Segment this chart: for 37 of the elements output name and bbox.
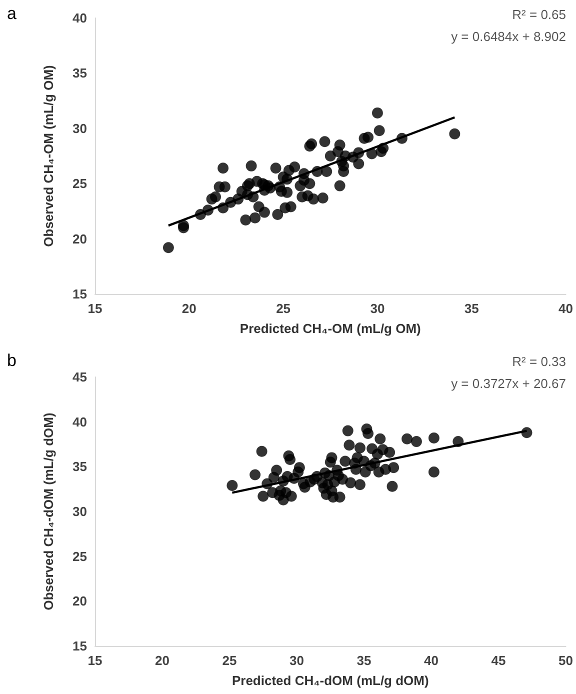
x-tick-label: 50 [558, 653, 574, 668]
y-tick-label: 30 [72, 504, 87, 519]
x-tick-label: 35 [464, 301, 479, 316]
y-tick-label: 15 [72, 286, 87, 302]
text: R² = 0.33 [512, 354, 566, 369]
y-tick-label: 25 [72, 176, 87, 192]
x-tick-label: 20 [182, 301, 196, 316]
x-tick-label: 15 [88, 301, 102, 316]
y-tick-label: 40 [72, 414, 87, 430]
x-tick-label: 30 [290, 653, 304, 668]
x-axis-title: Predicted CH₄-dOM (mL/g dOM) [232, 673, 429, 688]
x-tick-label: 40 [558, 301, 574, 316]
y-tick-label: 20 [72, 594, 87, 609]
annotation: y = 0.3727x + 20.67 [451, 376, 566, 391]
y-tick-label: 35 [72, 66, 87, 81]
x-tick-label: 45 [491, 653, 506, 668]
x-tick-label: 15 [88, 653, 102, 668]
y-axis-title: Observed CH₄-dOM (mL/g dOM) [41, 412, 56, 610]
annotation: y = 0.6484x + 8.902 [451, 29, 566, 44]
y-tick-label: 15 [72, 638, 87, 654]
y-axis-title: Observed CH₄-OM (mL/g OM) [41, 65, 56, 247]
y-tick-label: 40 [72, 10, 87, 26]
x-tick-label: 40 [424, 653, 438, 668]
annotation: R² = 0.65 [512, 7, 566, 22]
y-tick-label: 35 [72, 459, 87, 474]
x-axis-title: Predicted CH₄-OM (mL/g OM) [240, 321, 421, 336]
y-tick-label: 45 [72, 370, 87, 384]
x-tick-label: 20 [155, 653, 170, 668]
y-tick-label: 20 [72, 231, 87, 246]
y-tick-label: 25 [72, 548, 87, 564]
chart-title: a [7, 4, 17, 23]
x-tick-label: 25 [222, 653, 237, 668]
x-tick-label: 25 [276, 301, 291, 316]
y-tick-label: 30 [72, 120, 87, 136]
chart-title: b [7, 351, 16, 370]
x-tick-label: 30 [370, 301, 385, 316]
x-tick-label: 35 [356, 653, 372, 668]
